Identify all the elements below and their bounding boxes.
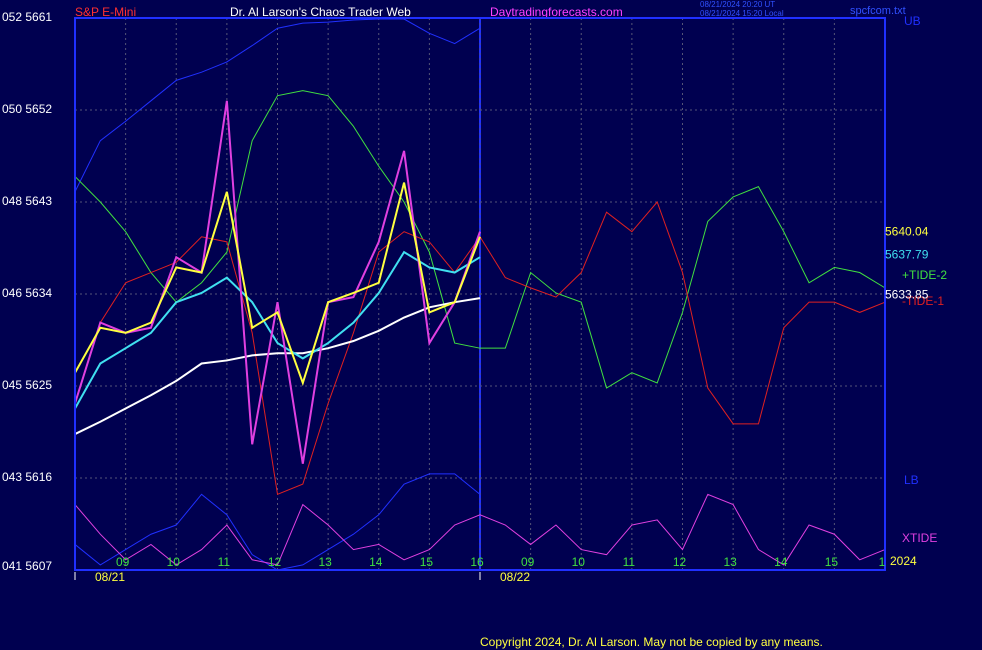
last-value-label: 5633.85 [885, 288, 929, 302]
legend-label: -TIDE-1 [902, 294, 944, 308]
x-tick-label: 09 [116, 555, 130, 569]
last-value-label: 5637.79 [885, 247, 929, 261]
x-tick-label: 14 [369, 555, 383, 569]
date-label: 08/21 [95, 570, 125, 584]
y-tick-label: 045 5625 [2, 378, 52, 392]
y-tick-label: 041 5607 [2, 559, 52, 573]
legend-label: XTIDE [902, 531, 937, 545]
x-tick-label: 11 [218, 555, 231, 569]
y-tick-label: 048 5643 [2, 194, 52, 208]
x-tick-label: 13 [318, 555, 332, 569]
x-tick-label: 15 [825, 555, 839, 569]
x-tick-label: 12 [268, 555, 282, 569]
series-line [74, 297, 481, 435]
website: Daytradingforecasts.com [490, 5, 623, 19]
x-tick-label: 10 [572, 555, 586, 569]
legend-label: +TIDE-2 [902, 268, 947, 282]
series-line [74, 100, 481, 464]
timestamp: 08/21/2024 15:20 Local [700, 9, 784, 18]
series-line [74, 250, 481, 409]
x-tick-label: 16 [470, 555, 484, 569]
x-tick-label: 10 [167, 555, 181, 569]
date-label: 08/22 [500, 570, 530, 584]
series-line [74, 90, 886, 389]
x-tick-label: 13 [723, 555, 737, 569]
x-tick-label: 11 [623, 555, 636, 569]
timestamp: 08/21/2024 20:20 UT [700, 0, 775, 9]
y-tick-label: 046 5634 [2, 286, 52, 300]
x-tick-label: 12 [673, 555, 687, 569]
x-tick-label: 09 [521, 555, 535, 569]
y-tick-label: 052 5661 [2, 10, 52, 24]
x-tick-label: 15 [420, 555, 434, 569]
x-tick-label: 1 [879, 555, 886, 569]
chart-title: Dr. Al Larson's Chaos Trader Web [230, 5, 411, 19]
legend-label: UB [904, 14, 921, 28]
plot-frame [74, 17, 886, 571]
last-value-label: 5640.04 [885, 224, 929, 238]
copyright: Copyright 2024, Dr. Al Larson. May not b… [480, 635, 823, 649]
y-tick-label: 043 5616 [2, 470, 52, 484]
legend-label: LB [904, 473, 919, 487]
series-line [74, 18, 481, 192]
y-tick-label: 050 5652 [2, 102, 52, 116]
series-line [74, 182, 481, 387]
instrument: S&P E-Mini [75, 5, 136, 19]
x-tick-label: 14 [774, 555, 788, 569]
file-name: spcfcom.txt [850, 5, 906, 17]
series-line [74, 493, 886, 566]
year: 2024 [890, 554, 917, 568]
